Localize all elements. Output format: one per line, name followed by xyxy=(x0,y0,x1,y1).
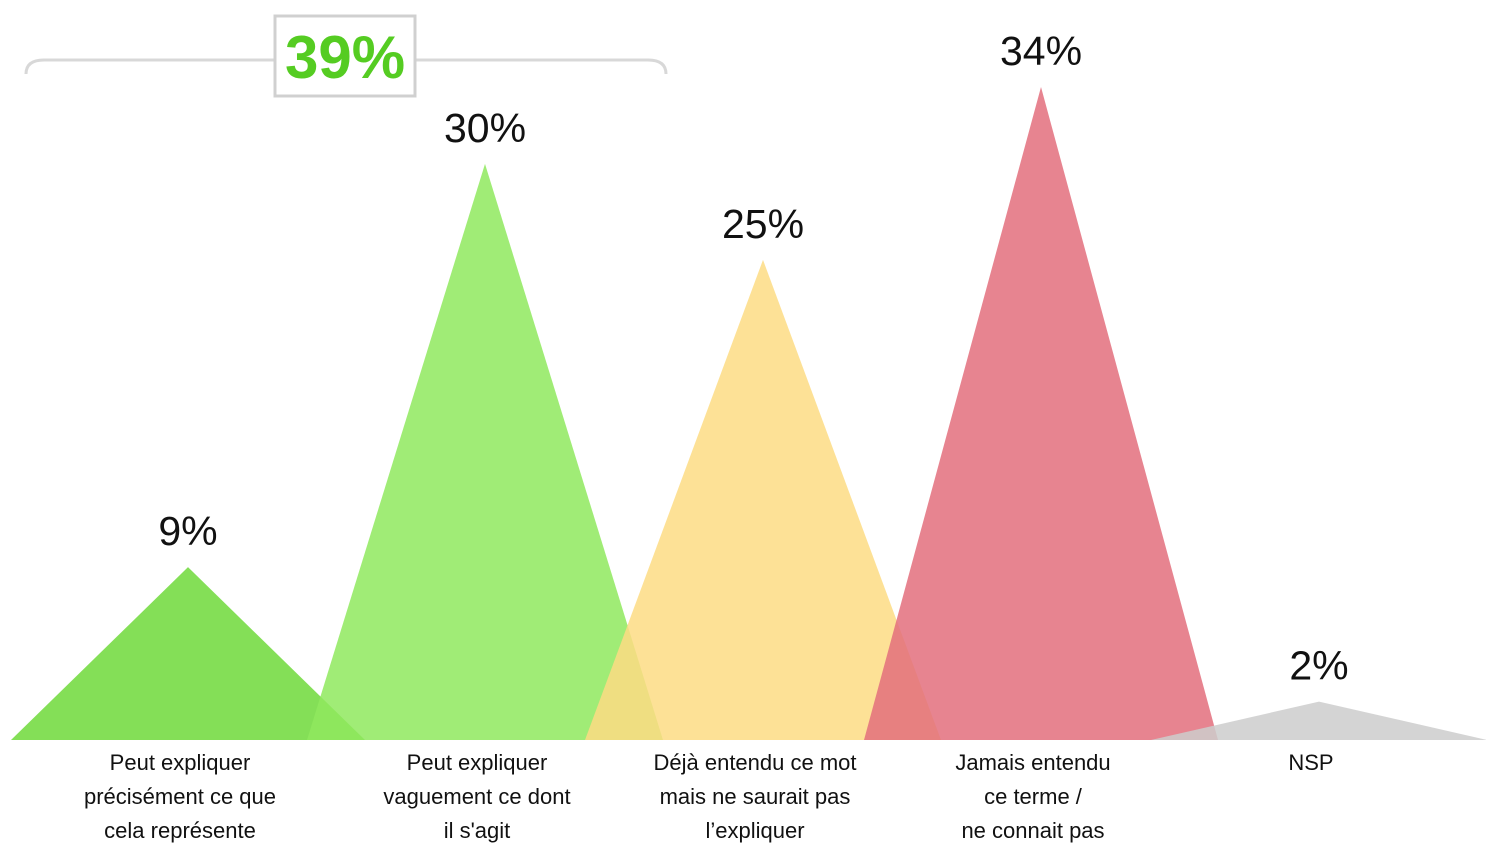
value-labels-layer: 9% 30% 25% 34% 2% xyxy=(158,28,1348,689)
category-label-3-line-3: l’expliquer xyxy=(705,818,804,843)
peaks-layer xyxy=(11,87,1486,740)
category-labels-layer: Peut expliquer précisément ce que cela rep… xyxy=(84,750,1334,843)
category-label-2-line-2: vaguement ce dont xyxy=(383,784,570,809)
value-label-5: 2% xyxy=(1289,643,1348,689)
category-label-5-line-1: NSP xyxy=(1288,750,1333,775)
category-label-4-line-1: Jamais entendu xyxy=(955,750,1110,775)
category-label-2-line-3: il s'agit xyxy=(444,818,511,843)
value-label-1: 9% xyxy=(158,508,217,554)
bracket-label-box xyxy=(273,14,417,98)
bracket-total-label: 39% xyxy=(285,24,405,91)
category-label-4-line-3: ne connait pas xyxy=(961,818,1104,843)
peak-1 xyxy=(11,567,365,740)
value-label-2: 30% xyxy=(444,105,526,151)
value-label-3: 25% xyxy=(722,201,804,247)
peak-3 xyxy=(585,259,941,740)
peak-4 xyxy=(864,87,1218,740)
peak-5 xyxy=(1151,701,1486,740)
category-label-2-line-1: Peut expliquer xyxy=(407,750,548,775)
category-label-4-line-2: ce terme / xyxy=(984,784,1083,809)
total-bracket: 39% xyxy=(24,14,668,98)
category-label-1-line-2: précisément ce que xyxy=(84,784,276,809)
category-label-1-line-1: Peut expliquer xyxy=(110,750,251,775)
category-label-3-line-1: Déjà entendu ce mot xyxy=(653,750,856,775)
bracket-line xyxy=(24,58,668,75)
category-label-3-line-2: mais ne saurait pas xyxy=(660,784,851,809)
peak-2 xyxy=(307,163,663,740)
value-label-4: 34% xyxy=(1000,28,1082,74)
category-label-1-line-3: cela représente xyxy=(104,818,256,843)
